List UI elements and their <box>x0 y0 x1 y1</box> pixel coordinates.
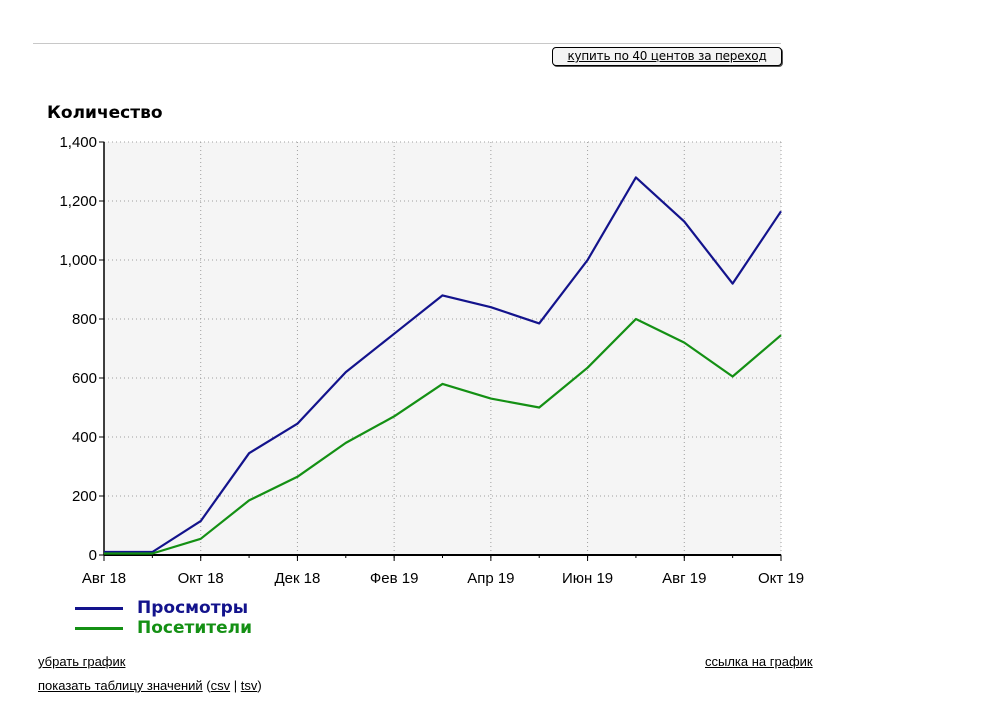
x-tick-label: Фев 19 <box>370 570 419 587</box>
y-tick-label: 600 <box>72 370 97 387</box>
y-tick-label: 400 <box>72 429 97 446</box>
link-separator: | <box>230 678 241 693</box>
legend-item-visitors: Посетители <box>75 618 252 638</box>
y-tick-label: 800 <box>72 311 97 328</box>
x-tick-label: Апр 19 <box>467 570 514 587</box>
y-tick-labels: 0 200 400 600 800 1,000 1,200 1,400 <box>59 134 97 564</box>
legend-swatch-views <box>75 606 123 610</box>
open-paren: ( <box>202 678 211 693</box>
tsv-link[interactable]: tsv <box>240 678 258 693</box>
x-tick-labels: Авг 18 Окт 18 Дек 18 Фев 19 Апр 19 Июн 19 Авг … <box>82 570 804 587</box>
chart-link[interactable]: ссылка на график <box>705 654 813 669</box>
y-tick-label: 0 <box>89 547 97 564</box>
legend-label-views: Просмотры <box>137 598 249 618</box>
csv-link[interactable]: csv <box>210 678 231 693</box>
y-tick-label: 1,200 <box>59 193 97 210</box>
x-tick-label: Дек 18 <box>274 570 320 587</box>
top-divider <box>33 43 781 44</box>
y-tick-label: 200 <box>72 488 97 505</box>
show-table-link[interactable]: показать таблицу значений <box>38 678 203 693</box>
y-tick-label: 1,000 <box>59 252 97 269</box>
x-tick-label: Авг 18 <box>82 570 126 587</box>
x-tick-label: Окт 19 <box>758 570 804 587</box>
legend-item-views: Просмотры <box>75 598 252 618</box>
plot-area <box>104 142 781 555</box>
legend: Просмотры Посетители <box>75 598 252 638</box>
x-tick-label: Авг 19 <box>662 570 706 587</box>
y-tick-label: 1,400 <box>59 134 97 151</box>
remove-chart-link[interactable]: убрать график <box>38 654 126 669</box>
axes <box>99 141 782 561</box>
series-lines <box>104 176 782 555</box>
y-axis-label: Количество <box>47 103 163 123</box>
series-line-views <box>104 176 782 554</box>
legend-swatch-visitors <box>75 626 123 630</box>
table-links-row: показать таблицу значений (csv | tsv) <box>38 678 262 693</box>
buy-clicks-button[interactable]: купить по 40 центов за переход <box>552 47 782 66</box>
x-tick-label: Окт 18 <box>178 570 224 587</box>
close-paren: ) <box>257 678 262 693</box>
x-tick-label: Июн 19 <box>562 570 613 587</box>
legend-label-visitors: Посетители <box>137 618 253 638</box>
series-line-visitors <box>104 317 782 555</box>
grid-lines <box>104 141 782 555</box>
